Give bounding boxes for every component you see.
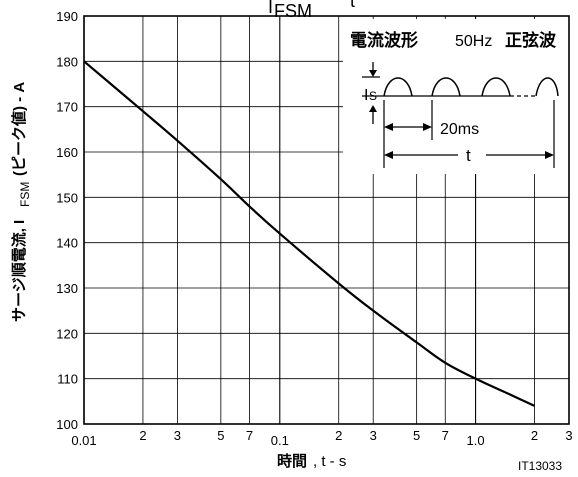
x-label-rest: , t - s <box>313 453 346 470</box>
x-minor-tick-label: 3 <box>565 428 572 443</box>
y-tick-label: 150 <box>56 190 78 205</box>
x-minor-tick-label: 2 <box>531 428 538 443</box>
wave-hump-3 <box>481 77 511 97</box>
t-label: t <box>466 146 471 165</box>
inset-title: 電流波形 <box>350 30 418 50</box>
y-tick-label: 130 <box>56 281 78 296</box>
y-tick-label: 110 <box>57 372 78 387</box>
inset-sine: 正弦波 <box>505 30 557 50</box>
waveform-inset: 電流波形 50Hz 正弦波 I S 20ms t <box>350 30 559 168</box>
x-major-tick-label: 0.01 <box>71 433 96 448</box>
x-label-bold: 時間 <box>277 452 307 470</box>
wave-hump-2 <box>431 77 461 97</box>
y-label-post: (ピーク値) - A <box>10 82 28 176</box>
y-tick-label: 190 <box>56 9 78 24</box>
wave-hump-4 <box>535 77 559 97</box>
period-arrow-left <box>384 123 393 131</box>
inset-freq: 50Hz <box>455 33 492 50</box>
chart-title-partial: I FSM t <box>268 0 355 21</box>
x-minor-tick-label: 5 <box>217 428 224 443</box>
y-label-sub: FSM <box>18 182 32 207</box>
title-t: t <box>350 0 355 11</box>
title-i: I <box>268 0 273 17</box>
y-tick-label: 120 <box>56 326 78 341</box>
x-minor-tick-label: 7 <box>246 428 253 443</box>
is-arrowhead-top <box>369 70 377 77</box>
x-major-tick-label: 1.0 <box>467 433 485 448</box>
y-tick-label: 100 <box>56 417 78 432</box>
period-arrow-right <box>423 123 432 131</box>
wave-hump-1 <box>383 77 413 97</box>
y-label-pre: サージ順電流, I <box>10 220 28 322</box>
y-tick-label: 180 <box>56 54 78 69</box>
period-label: 20ms <box>440 121 479 138</box>
x-minor-tick-label: 5 <box>413 428 420 443</box>
y-tick-labels: 100 110 120 130 140 150 160 170 180 190 <box>56 9 78 432</box>
x-minor-tick-label: 3 <box>174 428 181 443</box>
t-arrow-right <box>545 151 554 159</box>
y-tick-label: 140 <box>56 236 78 251</box>
t-arrow-left <box>384 151 393 159</box>
y-tick-label: 160 <box>56 145 78 160</box>
x-tick-labels: 2 3 5 7 2 3 5 7 2 3 0.01 0.1 1.0 <box>71 428 572 448</box>
x-major-tick-label: 0.1 <box>271 433 289 448</box>
y-tick-label: 170 <box>56 100 78 115</box>
x-minor-tick-label: 2 <box>139 428 146 443</box>
x-minor-tick-label: 3 <box>370 428 377 443</box>
y-axis-label: サージ順電流, I FSM (ピーク値) - A <box>10 82 32 322</box>
plot-frame <box>83 15 570 425</box>
figure-id: IT13033 <box>518 459 562 473</box>
x-minor-tick-label: 2 <box>335 428 342 443</box>
x-minor-tick-label: 7 <box>442 428 449 443</box>
surge-current-curve <box>83 60 535 407</box>
